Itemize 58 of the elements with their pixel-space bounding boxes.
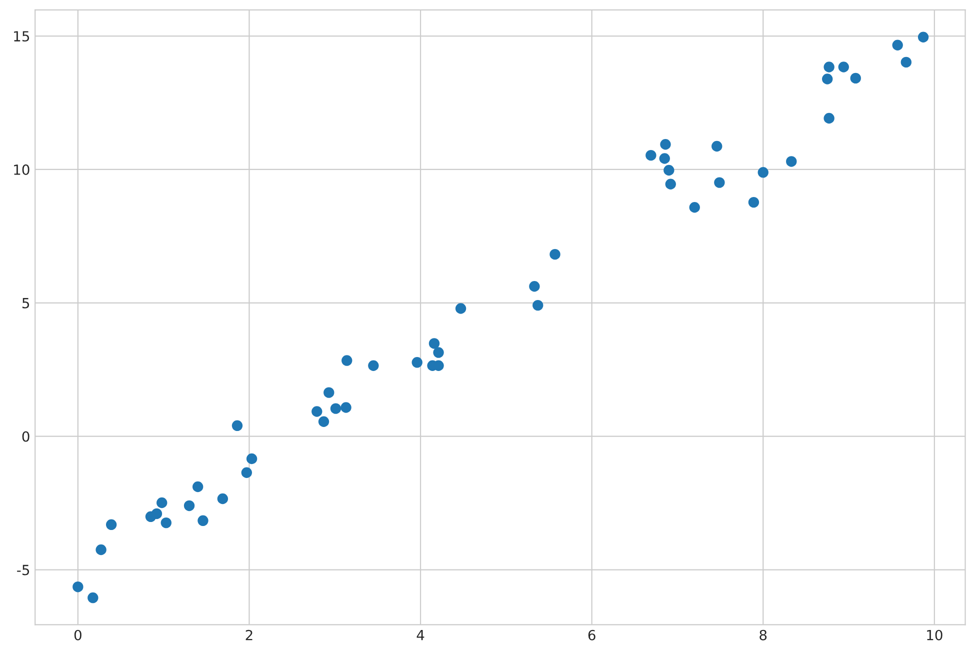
point — [665, 178, 676, 190]
x-tick-label: 8 — [760, 630, 767, 640]
point — [330, 403, 342, 414]
point — [232, 420, 243, 432]
point — [900, 56, 912, 68]
point — [88, 592, 98, 604]
point — [342, 355, 352, 366]
x-tick-label: 10 — [927, 630, 942, 640]
point — [412, 357, 422, 368]
point — [550, 248, 560, 260]
point — [892, 40, 903, 50]
y-tick-label: 10 — [14, 164, 30, 175]
y-tick-label: -5 — [17, 564, 30, 576]
point — [689, 202, 700, 213]
point — [217, 493, 228, 504]
point — [532, 300, 544, 311]
x-tick-label: 4 — [416, 630, 424, 640]
point — [824, 112, 834, 124]
point — [748, 196, 760, 208]
point — [318, 416, 330, 428]
point — [664, 164, 674, 176]
point — [712, 140, 722, 152]
point — [156, 497, 168, 508]
point — [714, 177, 725, 188]
point — [72, 581, 84, 592]
point — [433, 347, 444, 358]
point — [160, 517, 172, 528]
point — [824, 62, 834, 72]
point — [428, 338, 440, 349]
y-tick-label: 5 — [22, 298, 30, 308]
point — [660, 139, 671, 150]
point — [198, 515, 208, 526]
y-tick-label: 15 — [14, 31, 30, 42]
point — [659, 153, 670, 164]
point — [822, 74, 833, 84]
x-tick-label: 2 — [246, 630, 252, 640]
point — [151, 508, 162, 520]
point — [241, 467, 252, 478]
point — [324, 387, 334, 398]
point — [455, 303, 466, 314]
point — [192, 481, 204, 492]
point — [312, 406, 322, 417]
point — [246, 453, 258, 464]
point — [918, 32, 929, 42]
point — [529, 281, 540, 292]
x-tick-label: 0 — [74, 630, 82, 640]
point — [786, 156, 797, 167]
point — [850, 72, 861, 84]
y-tick-label: 0 — [22, 431, 30, 442]
point — [184, 500, 195, 512]
point — [340, 402, 352, 413]
point — [96, 544, 106, 556]
point — [106, 519, 117, 530]
point — [368, 360, 379, 371]
point — [838, 62, 849, 72]
point — [646, 150, 656, 161]
x-tick-label: 6 — [588, 630, 596, 640]
point — [758, 167, 768, 178]
